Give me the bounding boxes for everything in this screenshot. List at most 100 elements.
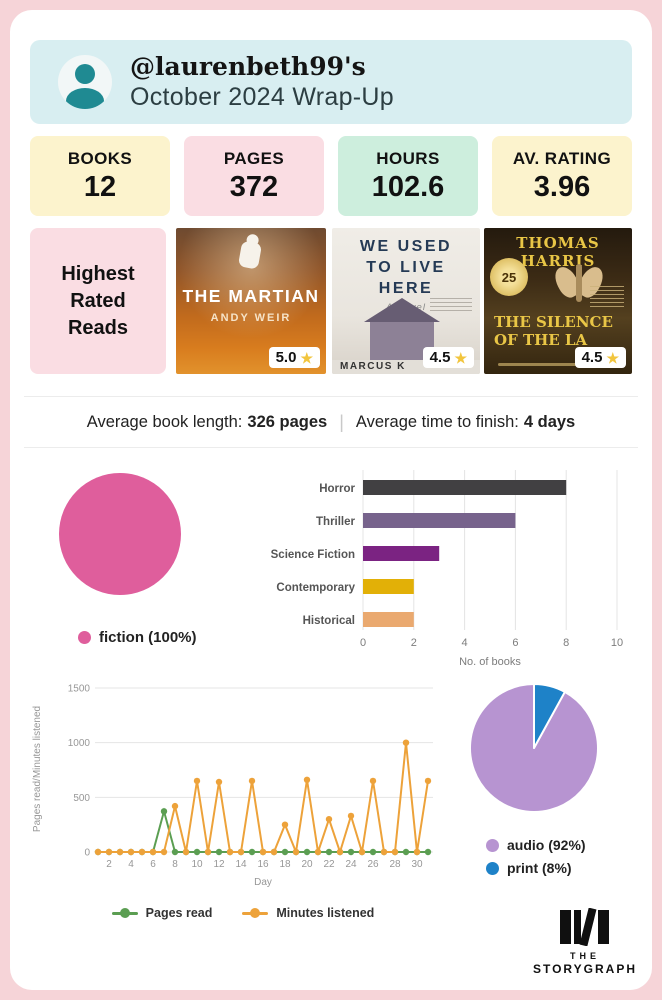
legend-marker-minutes [242, 908, 269, 918]
stat-label: HOURS [376, 148, 440, 168]
astronaut-art [237, 240, 263, 270]
svg-text:No. of books: No. of books [459, 656, 521, 668]
stat-value: 102.6 [371, 170, 445, 203]
legend-label: Minutes listened [276, 906, 375, 920]
legend-dot-print [486, 861, 499, 875]
storygraph-logo: THE STORYGRAPH [530, 908, 640, 976]
svg-text:16: 16 [257, 859, 269, 870]
svg-text:1000: 1000 [68, 738, 91, 749]
book-author: ANDY WEIR [210, 312, 292, 324]
star-icon: ★ [606, 349, 619, 366]
svg-text:2: 2 [411, 637, 417, 649]
genres-legend: fiction (100%) [78, 629, 220, 646]
genres-pie-svg [59, 473, 181, 595]
rating-value: 4.5 [581, 349, 603, 366]
page-title: October 2024 Wrap-Up [130, 83, 394, 111]
avg-finish-label: Average time to finish: [355, 412, 519, 431]
svg-text:26: 26 [367, 859, 379, 870]
book-cover-we-used-to-live-here: WE USED TO LIVE HERE A Novel MARCUS K 4.… [332, 228, 480, 374]
moth-art [550, 262, 608, 308]
svg-text:Historical: Historical [303, 615, 355, 627]
storygraph-logo-icon [560, 908, 609, 946]
anniversary-badge: 25 [490, 258, 528, 296]
book-cover-silence-of-the-lambs: THOMAS HARRIS 25 THE SILENCE OF THE LA 4… [484, 228, 632, 374]
cover-fineprint [430, 298, 472, 314]
rating-badge: 4.5 ★ [422, 347, 474, 368]
svg-text:6: 6 [150, 859, 156, 870]
book-title: THE SILENCE OF THE LA [494, 312, 613, 350]
svg-text:8: 8 [172, 859, 178, 870]
svg-text:10: 10 [191, 859, 203, 870]
avg-finish-value: 4 days [523, 412, 576, 431]
legend-item-print: print (8%) [486, 860, 630, 876]
star-icon: ★ [454, 349, 467, 366]
cover-fineprint [590, 286, 624, 308]
cover-footer-line [498, 363, 608, 366]
legend-label: Pages read [145, 906, 213, 920]
svg-text:Horror: Horror [319, 483, 355, 495]
divider: | [339, 411, 344, 432]
svg-text:22: 22 [323, 859, 335, 870]
legend-item-pages: Pages read [111, 906, 213, 920]
svg-text:4: 4 [128, 859, 134, 870]
svg-text:0: 0 [360, 637, 366, 649]
moods-bar-svg: 0 2 4 6 8 10 Horror Thriller Science Fiction Cont… [271, 470, 623, 668]
logo-text-storygraph: STORYGRAPH [532, 962, 637, 976]
svg-text:24: 24 [345, 859, 357, 870]
svg-text:2: 2 [106, 859, 112, 870]
legend-dot-fiction [78, 631, 91, 644]
stat-avg-rating: AV. RATING 3.96 [492, 136, 632, 216]
rating-badge: 5.0 ★ [268, 347, 320, 368]
star-icon: ★ [300, 349, 313, 366]
formats-pie-chart: audio (92%) print (8%) [460, 678, 630, 876]
stat-books: BOOKS 12 [30, 136, 170, 216]
book-title: THE MARTIAN [182, 286, 320, 306]
stat-value: 3.96 [533, 170, 591, 203]
book-title: WE USED TO LIVE HERE [359, 238, 453, 297]
rating-badge: 4.5 ★ [574, 347, 626, 368]
stat-hours: HOURS 102.6 [338, 136, 478, 216]
moods-bar-chart: 0 2 4 6 8 10 Horror Thriller Science Fiction Cont… [255, 462, 645, 675]
svg-text:Contemporary: Contemporary [276, 582, 355, 594]
svg-text:8: 8 [563, 637, 569, 649]
stat-pages: PAGES 372 [184, 136, 324, 216]
book-author: THOMAS HARRIS [516, 234, 600, 270]
avatar [58, 55, 112, 109]
legend-label: print (8%) [507, 860, 572, 876]
stat-label: PAGES [223, 148, 285, 168]
avg-length-label: Average book length: [86, 412, 243, 431]
averages-bar: Average book length: 326 pages | Average… [24, 396, 638, 448]
logo-text-the: THE [570, 951, 600, 961]
legend-item-audio: audio (92%) [486, 837, 630, 853]
header: @laurenbeth99's October 2024 Wrap-Up [30, 40, 632, 124]
stat-value: 372 [229, 170, 279, 203]
genres-pie-chart: fiction (100%) [40, 458, 220, 646]
book-author: MARCUS K [340, 361, 406, 372]
svg-text:6: 6 [512, 637, 518, 649]
svg-text:0: 0 [84, 848, 90, 859]
legend-item-minutes: Minutes listened [242, 906, 374, 920]
svg-text:Thriller: Thriller [316, 516, 356, 528]
username: @laurenbeth99's [130, 51, 366, 81]
legend-marker-pages [111, 908, 138, 918]
svg-text:4: 4 [462, 637, 468, 649]
svg-text:20: 20 [301, 859, 313, 870]
svg-text:12: 12 [213, 859, 225, 870]
svg-text:Science Fiction: Science Fiction [271, 549, 355, 561]
svg-text:28: 28 [389, 859, 401, 870]
svg-text:10: 10 [611, 637, 623, 649]
svg-text:30: 30 [411, 859, 423, 870]
svg-text:Pages read/Minutes listened: Pages read/Minutes listened [32, 706, 43, 832]
svg-text:18: 18 [279, 859, 291, 870]
stat-label: AV. RATING [512, 148, 612, 168]
line-chart-legend: Pages read Minutes listened [28, 906, 458, 920]
stat-label: BOOKS [67, 148, 133, 168]
wrapup-card: @laurenbeth99's October 2024 Wrap-Up BOO… [10, 10, 652, 990]
person-icon-body [66, 88, 104, 109]
svg-text:500: 500 [73, 793, 90, 804]
rating-value: 5.0 [275, 349, 297, 366]
legend-dot-audio [486, 838, 499, 852]
svg-text:1500: 1500 [68, 684, 91, 695]
